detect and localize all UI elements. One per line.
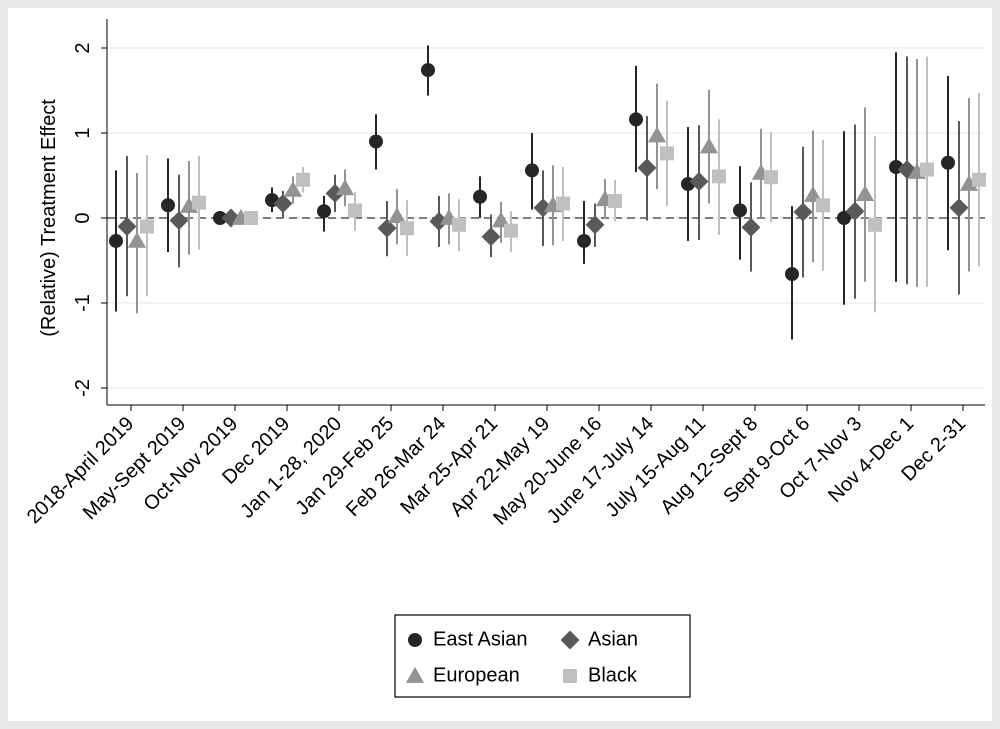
point (481, 227, 501, 247)
point (283, 180, 303, 197)
point (140, 219, 154, 234)
point (941, 155, 955, 170)
legend-label: European (433, 664, 520, 686)
y-tick-label: -1 (72, 294, 94, 312)
point (920, 162, 934, 177)
legend-label: Black (588, 664, 638, 686)
point (296, 172, 310, 187)
point (629, 112, 643, 127)
y-tick-label: 0 (72, 212, 94, 223)
legend-marker (560, 630, 580, 650)
legend-marker (563, 669, 577, 683)
point (699, 137, 719, 154)
legend-box (394, 614, 691, 698)
point (117, 217, 137, 236)
point (837, 211, 851, 225)
point (785, 267, 799, 282)
point (689, 172, 709, 191)
point (221, 208, 241, 228)
y-tick-label: 2 (72, 42, 94, 53)
point (213, 211, 227, 225)
point (733, 203, 747, 218)
point (491, 211, 511, 228)
point (369, 134, 383, 149)
legend-label: Asian (588, 628, 638, 650)
point (348, 203, 362, 218)
point (533, 198, 553, 218)
legend-marker (405, 666, 425, 683)
point (712, 169, 726, 184)
point (803, 185, 823, 202)
point (793, 202, 813, 222)
point (972, 172, 986, 187)
point (169, 211, 189, 230)
point (192, 195, 206, 210)
point (335, 179, 355, 196)
point (816, 198, 830, 213)
point (637, 158, 657, 178)
point (317, 204, 331, 219)
point (525, 163, 539, 178)
point (608, 194, 622, 208)
chart-background (8, 8, 992, 721)
point (959, 174, 979, 191)
y-tick-label: 1 (72, 127, 94, 138)
point (473, 189, 487, 204)
point (845, 201, 865, 221)
point (127, 231, 147, 248)
y-tick-label: -2 (72, 379, 94, 397)
y-axis-label: (Relative) Treatment Effect (38, 99, 60, 337)
point (949, 198, 969, 218)
point (273, 194, 293, 213)
point (109, 233, 123, 248)
point (161, 198, 175, 213)
legend-marker (408, 633, 422, 647)
point (244, 211, 258, 225)
point (452, 217, 466, 232)
point (741, 217, 761, 237)
point (556, 196, 570, 211)
point (377, 218, 397, 238)
legend-label: East Asian (433, 628, 528, 650)
point (855, 185, 875, 202)
point (429, 211, 449, 231)
point (577, 233, 591, 248)
point (387, 207, 407, 224)
point (421, 63, 435, 78)
point (868, 217, 882, 232)
point (585, 215, 605, 235)
point (647, 126, 667, 143)
point (764, 170, 778, 185)
point (660, 146, 674, 161)
point (400, 221, 414, 236)
point (504, 223, 518, 238)
